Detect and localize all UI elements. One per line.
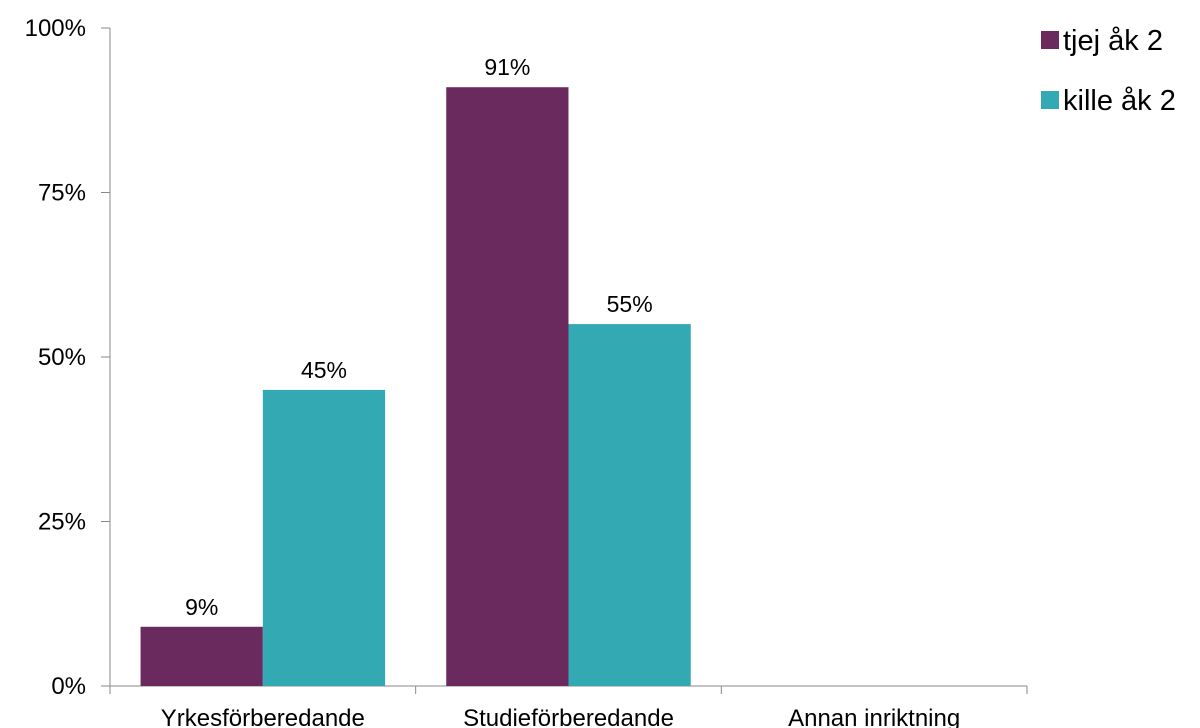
x-category-label: Yrkesförberedande bbox=[161, 705, 365, 728]
data-label: 55% bbox=[607, 291, 653, 317]
y-tick-label: 0% bbox=[51, 673, 86, 700]
data-label: 91% bbox=[484, 54, 530, 80]
legend: tjej åk 2 kille åk 2 bbox=[1041, 25, 1176, 117]
legend-swatch bbox=[1041, 31, 1059, 49]
bars bbox=[140, 87, 691, 687]
bar-series-2 bbox=[568, 324, 691, 686]
x-category-label: Annan inriktning bbox=[788, 705, 960, 728]
bar-series-1 bbox=[140, 626, 263, 686]
y-tick-label: 25% bbox=[38, 509, 86, 536]
legend-label: kille åk 2 bbox=[1063, 85, 1176, 117]
bar-series-2 bbox=[262, 389, 386, 686]
bar-series-1 bbox=[446, 87, 569, 687]
data-label: 45% bbox=[301, 357, 347, 383]
data-label: 9% bbox=[185, 594, 218, 620]
y-axis-ticks: 0% 25% 50% 75% 100% bbox=[25, 15, 110, 700]
x-axis-ticks: Yrkesförberedande Studieförberedande Annan… bbox=[109, 686, 1028, 728]
x-category-label: Studieförberedande bbox=[463, 705, 674, 728]
legend-swatch bbox=[1041, 91, 1059, 109]
y-tick-label: 50% bbox=[38, 344, 86, 371]
y-tick-label: 100% bbox=[25, 15, 86, 42]
y-tick-label: 75% bbox=[38, 180, 86, 207]
legend-label: tjej åk 2 bbox=[1063, 25, 1163, 57]
data-labels: 9% 91% 45% 55% bbox=[185, 54, 653, 620]
